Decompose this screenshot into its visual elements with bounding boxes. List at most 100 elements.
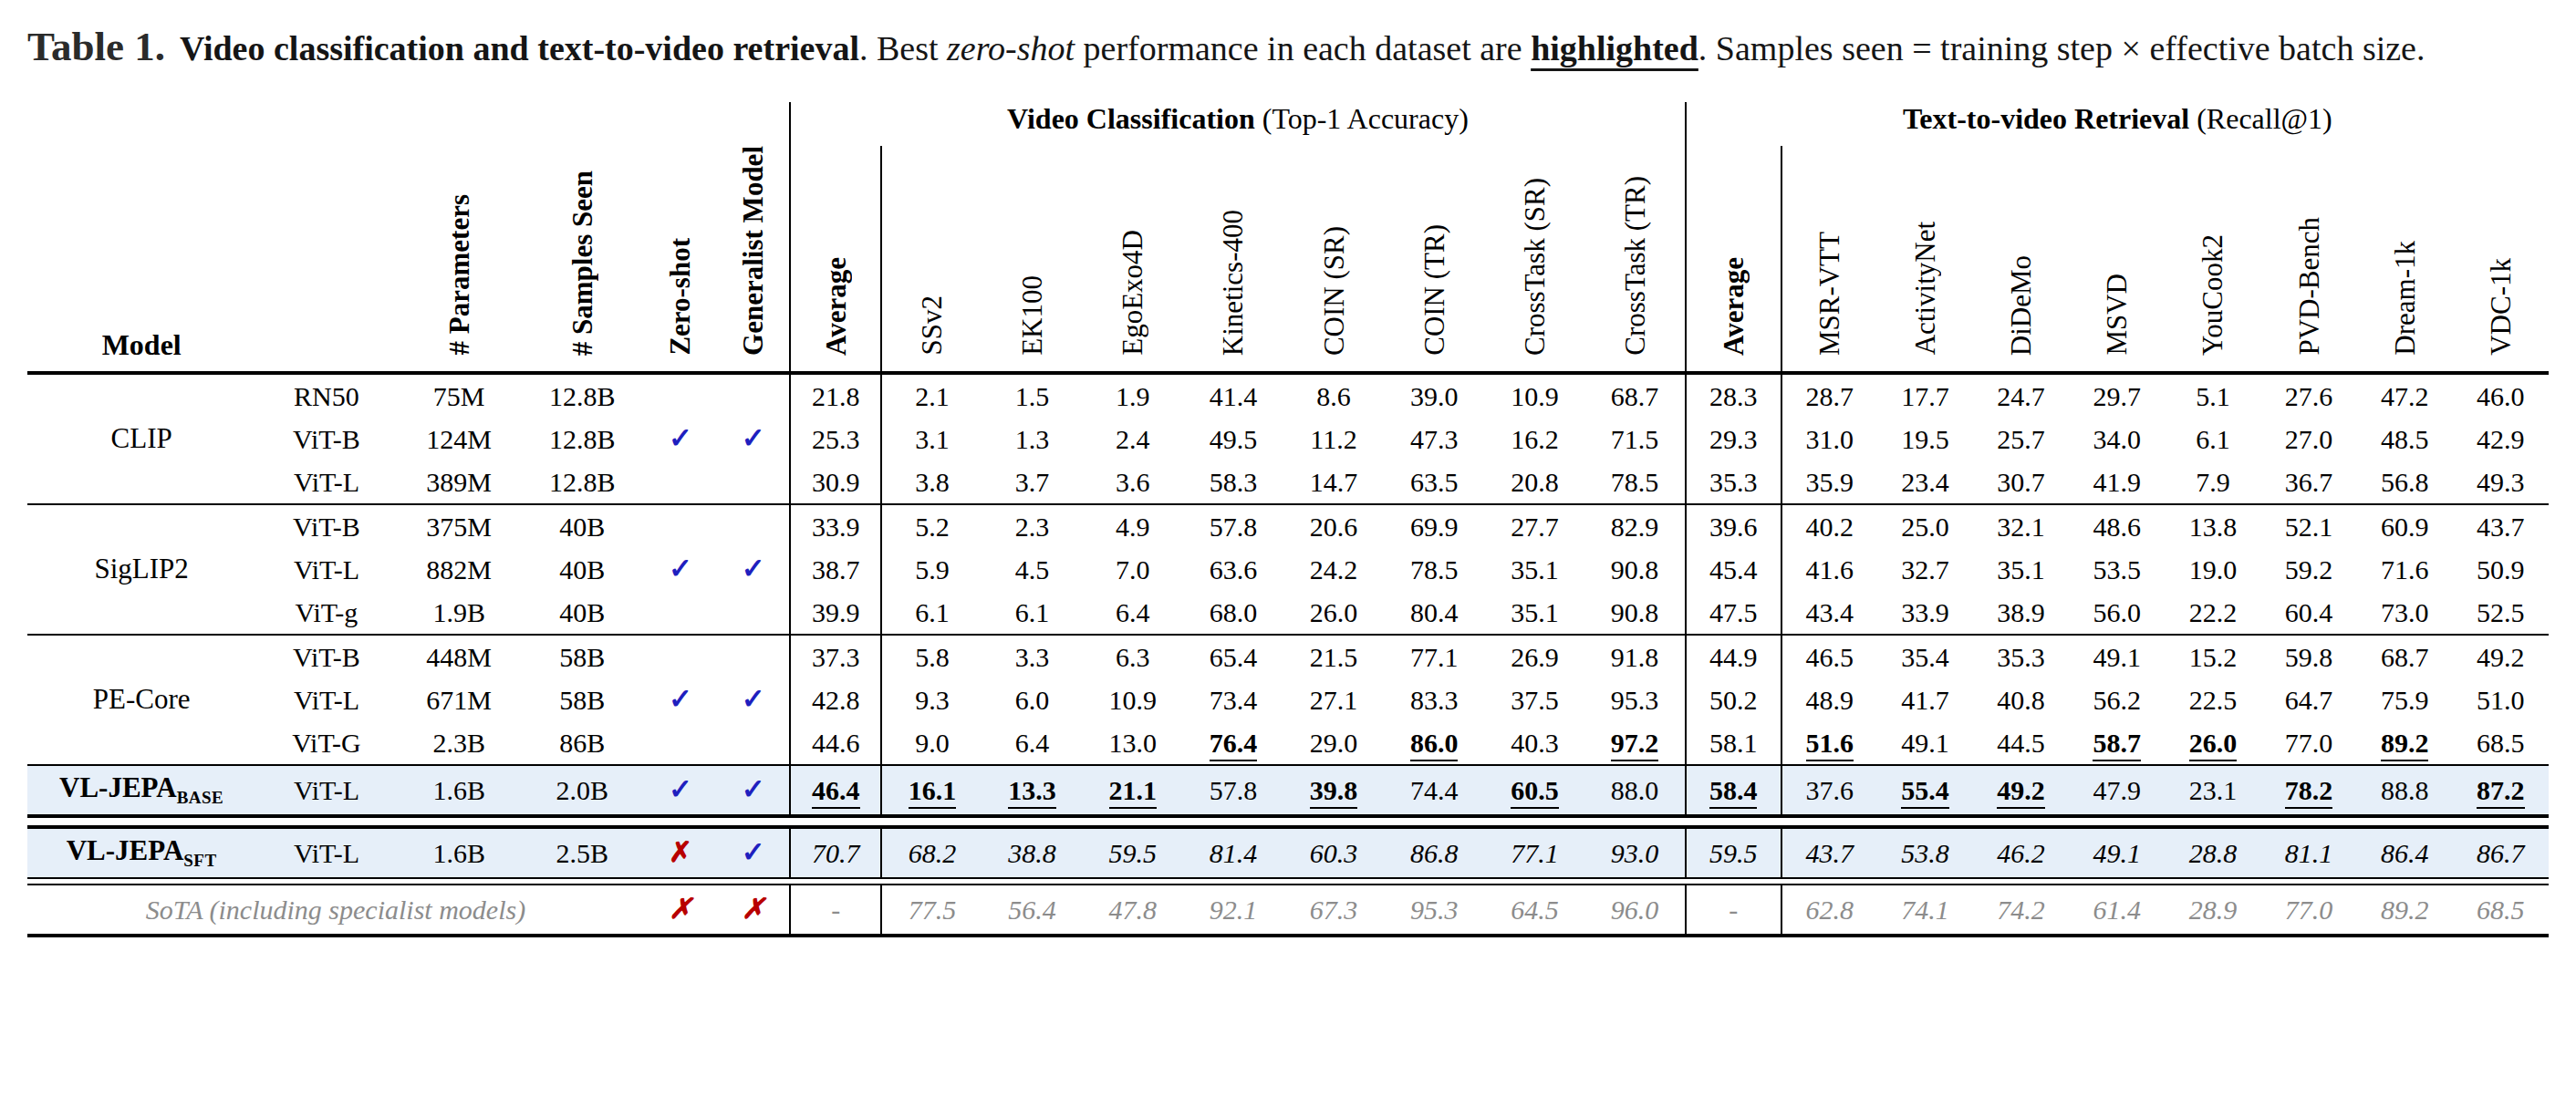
cell-ret-value: 60.9	[2357, 505, 2453, 548]
table-row: SoTA (including specialist models)✗✗-77.…	[27, 885, 2549, 936]
cell-ret-value: 49.3	[2453, 460, 2549, 504]
cell-generalist	[717, 505, 790, 548]
cell-model-name: CLIP	[27, 373, 255, 504]
cell-ret-value: 43.4	[1781, 591, 1877, 635]
group-header-row: Video Classification (Top-1 Accuracy)Tex…	[27, 102, 2549, 146]
cell-variant: ViT-L	[255, 460, 397, 504]
cell-cls-value: 86.8	[1384, 827, 1484, 878]
check-icon: ✓	[742, 422, 765, 454]
cell-zero-shot: ✓	[644, 678, 717, 721]
cell-ret-value: 48.5	[2357, 418, 2453, 460]
cell-parameters: 375M	[398, 505, 521, 548]
cell-parameters: 882M	[398, 548, 521, 591]
cell-ret-value: 5.1	[2165, 373, 2260, 418]
cell-ret-value: 32.7	[1877, 548, 1973, 591]
cell-ret-value: 22.2	[2165, 591, 2260, 635]
caption-text: performance in each dataset are	[1075, 29, 1531, 67]
cell-ret-value: 22.5	[2165, 678, 2260, 721]
cell-ret-value: 24.7	[1973, 373, 2069, 418]
cell-ret-value: 26.0	[2165, 721, 2260, 765]
cell-cls-value: 3.7	[982, 460, 1083, 504]
table-row: SigLIP2ViT-B375M40B33.95.22.34.957.820.6…	[27, 505, 2549, 548]
cell-ret-value: 60.4	[2260, 591, 2356, 635]
cell-samples-seen: 12.8B	[521, 373, 644, 418]
cell-cls-value: 3.6	[1083, 460, 1183, 504]
cell-ret-value: 46.5	[1781, 636, 1877, 678]
cell-ret-value: 42.9	[2453, 418, 2549, 460]
cell-ret-value: 35.3	[1973, 636, 2069, 678]
cell-cls-value: 24.2	[1283, 548, 1384, 591]
cell-samples-seen: 2.0B	[521, 766, 644, 816]
cell-ret-value: 71.6	[2357, 548, 2453, 591]
cell-samples-seen: 86B	[521, 721, 644, 765]
table-row: ViT-L671M58B✓✓42.89.36.010.973.427.183.3…	[27, 678, 2549, 721]
table-row: VL-JEPABASEViT-L1.6B2.0B✓✓46.416.113.321…	[27, 766, 2549, 816]
cell-ret-value: 7.9	[2165, 460, 2260, 504]
cell-generalist	[717, 591, 790, 635]
cell-cls-value: 39.0	[1384, 373, 1484, 418]
cell-cls-value: 95.3	[1384, 885, 1484, 936]
cell-ret-value: 52.1	[2260, 505, 2356, 548]
column-header-meta-2: Zero-shot	[644, 146, 717, 373]
cell-parameters: 448M	[398, 636, 521, 678]
cell-samples-seen: 40B	[521, 505, 644, 548]
check-icon: ✓	[742, 683, 765, 715]
cell-generalist: ✓	[717, 418, 790, 460]
cell-cls-average: 39.9	[790, 591, 881, 635]
cell-cls-value: 9.0	[881, 721, 982, 765]
cell-cls-value: 57.8	[1183, 766, 1283, 816]
table-row: ViT-L882M40B✓✓38.75.94.57.063.624.278.53…	[27, 548, 2549, 591]
cell-cls-value: 21.5	[1283, 636, 1384, 678]
cell-cls-value: 77.5	[881, 885, 982, 936]
column-header-cls-5: COIN (SR)	[1283, 146, 1384, 373]
check-icon: ✓	[669, 553, 692, 585]
cell-cls-value: 78.5	[1584, 460, 1685, 504]
cell-ret-value: 59.2	[2260, 548, 2356, 591]
cell-cls-value: 8.6	[1283, 373, 1384, 418]
cell-cls-value: 3.1	[881, 418, 982, 460]
cross-icon: ✗	[669, 836, 692, 868]
cell-ret-value: 50.9	[2453, 548, 2549, 591]
cell-generalist: ✓	[717, 827, 790, 878]
cell-ret-value: 78.2	[2260, 766, 2356, 816]
cell-ret-value: 19.0	[2165, 548, 2260, 591]
cell-ret-value: 44.5	[1973, 721, 2069, 765]
cell-parameters: 671M	[398, 678, 521, 721]
cell-cls-value: 10.9	[1484, 373, 1584, 418]
cell-zero-shot: ✗	[644, 885, 717, 936]
cell-cls-value: 82.9	[1584, 505, 1685, 548]
cell-ret-value: 33.9	[1877, 591, 1973, 635]
cell-cls-value: 74.4	[1384, 766, 1484, 816]
cell-ret-value: 40.8	[1973, 678, 2069, 721]
column-header-ret-4: MSVD	[2069, 146, 2165, 373]
cell-cls-value: 5.9	[881, 548, 982, 591]
cell-samples-seen: 40B	[521, 591, 644, 635]
cell-variant: ViT-L	[255, 678, 397, 721]
cell-cls-value: 81.4	[1183, 827, 1283, 878]
cell-zero-shot: ✓	[644, 766, 717, 816]
cell-cls-value: 63.5	[1384, 460, 1484, 504]
cross-icon: ✗	[742, 893, 765, 925]
cell-cls-value: 68.0	[1183, 591, 1283, 635]
cell-cls-value: 9.3	[881, 678, 982, 721]
cell-cls-value: 26.9	[1484, 636, 1584, 678]
table-row: ViT-G2.3B86B44.69.06.413.076.429.086.040…	[27, 721, 2549, 765]
cell-cls-average: 37.3	[790, 636, 881, 678]
caption-bold-title: Video classification and text-to-video r…	[180, 29, 859, 67]
cell-cls-value: 1.3	[982, 418, 1083, 460]
cell-ret-value: 6.1	[2165, 418, 2260, 460]
cell-ret-value: 74.2	[1973, 885, 2069, 936]
cell-ret-value: 41.9	[2069, 460, 2165, 504]
cell-cls-value: 20.8	[1484, 460, 1584, 504]
cell-cls-value: 13.0	[1083, 721, 1183, 765]
cell-ret-value: 13.8	[2165, 505, 2260, 548]
cell-samples-seen: 58B	[521, 636, 644, 678]
cell-ret-value: 48.9	[1781, 678, 1877, 721]
cell-ret-value: 53.5	[2069, 548, 2165, 591]
group-header-classification: Video Classification (Top-1 Accuracy)	[790, 102, 1685, 146]
cell-cls-value: 47.8	[1083, 885, 1183, 936]
cell-ret-value: 27.6	[2260, 373, 2356, 418]
cell-cls-average: 44.6	[790, 721, 881, 765]
cell-cls-value: 77.1	[1484, 827, 1584, 878]
cell-ret-average: 44.9	[1686, 636, 1781, 678]
